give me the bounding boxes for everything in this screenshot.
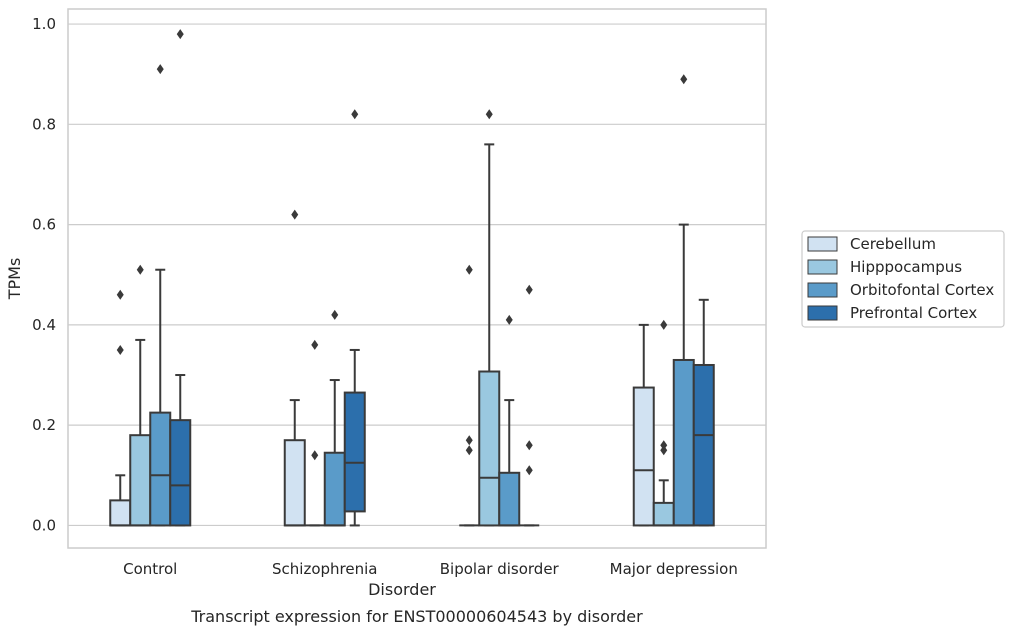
x-axis: Control Schizophrenia Bipolar disorder Majo… <box>123 560 738 578</box>
outlier-point <box>176 29 184 40</box>
x-axis-label: Disorder <box>368 580 436 599</box>
outlier-point <box>156 64 164 75</box>
outlier-point <box>311 450 319 461</box>
legend-swatch <box>807 236 838 252</box>
box-body <box>283 439 306 527</box>
box-body <box>652 501 675 527</box>
x-tick-label: Major depression <box>610 560 738 578</box>
box-body <box>149 411 172 527</box>
x-tick-label: Control <box>123 560 177 578</box>
y-tick-label: 0.0 <box>32 516 56 534</box>
box-hipppocampus <box>478 109 501 527</box>
outlier-point <box>485 109 493 120</box>
box-hipppocampus <box>304 339 325 527</box>
box-cerebellum <box>632 323 655 527</box>
x-tick-label: Schizophrenia <box>272 560 377 578</box>
box-prefrontal-cortex <box>343 109 366 527</box>
box-body <box>343 391 366 513</box>
outlier-point <box>116 344 124 355</box>
box-cerebellum <box>109 289 132 527</box>
y-axis-label: TPMs <box>5 258 24 301</box>
outlier-point <box>525 465 533 476</box>
y-tick-label: 0.8 <box>32 115 56 133</box>
outlier-point <box>465 445 473 456</box>
y-tick-label: 0.2 <box>32 416 56 434</box>
y-tick-label: 0.4 <box>32 316 56 334</box>
outlier-point <box>465 435 473 446</box>
box-orbitofontal-cortex <box>672 74 695 527</box>
outlier-point <box>465 264 473 275</box>
box-cerebellum <box>459 264 480 527</box>
outlier-point <box>525 440 533 451</box>
outlier-point <box>116 289 124 300</box>
box-body <box>632 386 655 527</box>
legend: Cerebellum Hipppocampus Orbitofontal Corte… <box>801 230 1005 328</box>
legend-frame <box>801 230 1005 328</box>
y-tick-label: 1.0 <box>32 15 56 33</box>
legend-swatch <box>807 305 838 321</box>
box-prefrontal-cortex <box>519 284 540 527</box>
outlier-point <box>680 74 688 85</box>
box-prefrontal-cortex <box>169 29 192 527</box>
legend-label: Cerebellum <box>850 235 936 253</box>
box-body <box>672 358 695 527</box>
box-cerebellum <box>283 209 306 527</box>
outlier-point <box>311 339 319 350</box>
legend-label: Prefrontal Cortex <box>850 304 977 322</box>
legend-label: Orbitofontal Cortex <box>850 281 994 299</box>
box-hipppocampus <box>652 319 675 527</box>
chart-caption: Transcript expression for ENST0000060454… <box>190 607 643 626</box>
outlier-point <box>136 264 144 275</box>
legend-swatch <box>807 259 838 275</box>
box-body <box>169 419 192 527</box>
box-body <box>129 434 152 527</box>
box-groups <box>109 29 715 527</box>
x-tick-label: Bipolar disorder <box>440 560 560 578</box>
outlier-point <box>505 314 513 325</box>
outlier-point <box>660 440 668 451</box>
box-orbitofontal-cortex <box>498 314 521 527</box>
y-axis: 0.0 0.2 0.4 0.6 0.8 1.0 <box>32 15 56 534</box>
outlier-point <box>291 209 299 220</box>
y-tick-label: 0.6 <box>32 216 56 234</box>
outlier-point <box>525 284 533 295</box>
outlier-point <box>660 319 668 330</box>
box-body <box>478 370 501 527</box>
plot-frame <box>67 8 767 549</box>
box-body <box>323 451 346 527</box>
legend-label: Hipppocampus <box>850 258 962 276</box>
legend-swatch <box>807 282 838 298</box>
outlier-point <box>351 109 359 120</box>
outlier-point <box>660 445 668 456</box>
box-body <box>692 363 715 527</box>
box-body <box>498 471 521 527</box>
box-body <box>109 499 132 527</box>
box-orbitofontal-cortex <box>323 309 346 527</box>
outlier-point <box>331 309 339 320</box>
box-prefrontal-cortex <box>692 298 715 527</box>
